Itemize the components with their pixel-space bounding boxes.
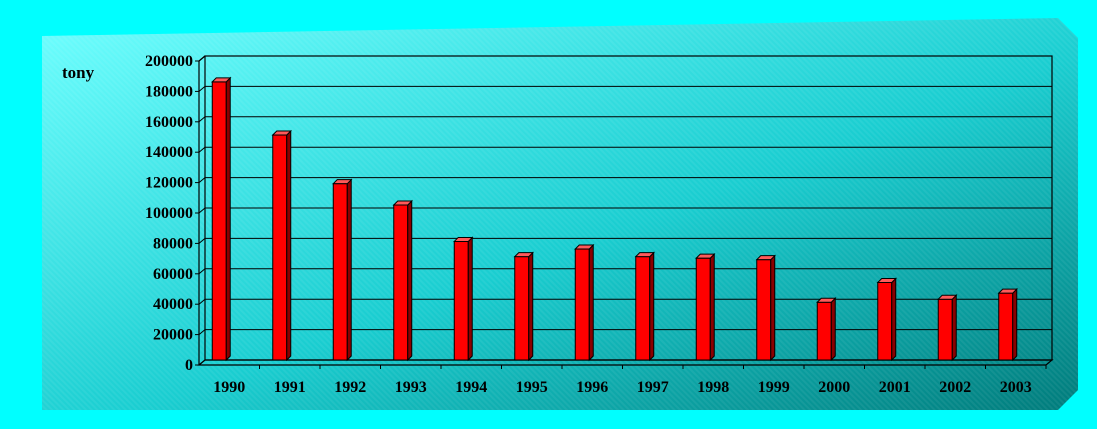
bar-side	[467, 236, 473, 362]
bar-front	[393, 204, 409, 361]
bar-side	[346, 178, 352, 362]
bar-side	[588, 243, 594, 362]
bar-top	[392, 200, 413, 206]
bar-front	[272, 134, 288, 361]
x-tick-label: 1991	[274, 379, 306, 396]
bar-front	[514, 256, 530, 361]
bar-top	[876, 277, 897, 283]
x-tick-label: 2000	[818, 379, 850, 396]
bar-top	[513, 252, 534, 258]
bar	[937, 293, 958, 362]
bar-top	[937, 294, 958, 300]
gridline-side	[198, 146, 206, 153]
x-tick-label: 1994	[455, 379, 487, 396]
bar-side	[286, 129, 292, 362]
bar-top	[453, 236, 474, 242]
chart-panel-texture	[42, 18, 1078, 410]
y-tick-label: 40000	[153, 296, 193, 313]
bar-side	[709, 252, 715, 362]
bar	[211, 76, 232, 362]
bar-top	[211, 77, 232, 83]
gridline-side	[198, 86, 206, 92]
bar-front	[816, 301, 832, 361]
gridline-side	[198, 268, 206, 275]
x-tick-label: 1993	[395, 379, 427, 396]
bar-top	[816, 297, 837, 303]
gridline-side	[198, 207, 206, 214]
bar-top	[332, 179, 353, 185]
x-tick-labels: 1990 1991 1992 1993 1994 1995 1996 1997 1998 1999…	[213, 365, 1047, 396]
bar-top	[755, 255, 776, 261]
y-tick-label: 120000	[145, 175, 193, 192]
bar	[453, 236, 474, 362]
y-tick-label: 60000	[153, 266, 193, 283]
bar-front	[635, 256, 651, 361]
y-axis-label: tony	[62, 63, 95, 82]
y-tick-label: 140000	[145, 144, 193, 161]
bar-top	[634, 252, 655, 258]
bar-top	[271, 130, 292, 136]
bar-front	[453, 240, 469, 361]
y-tick-label: 80000	[153, 235, 193, 252]
bar	[997, 287, 1018, 362]
gridline-side	[198, 238, 206, 244]
x-tick-label: 1997	[637, 379, 669, 396]
x-tick-label: 1995	[516, 379, 548, 396]
bar-side	[830, 297, 836, 362]
bar-side	[528, 251, 534, 362]
bar-front	[695, 257, 711, 361]
bar-top	[695, 253, 716, 259]
bar	[876, 277, 897, 362]
gridline-side	[198, 298, 206, 305]
y-tick-label: 180000	[145, 83, 193, 100]
gridline-side	[198, 55, 206, 62]
bar-front	[574, 248, 590, 361]
bar-top	[997, 288, 1018, 294]
bars	[211, 76, 1018, 362]
x-tick-label: 1990	[213, 379, 245, 396]
bar-side	[1012, 287, 1018, 362]
x-tick-label: 2002	[939, 379, 971, 396]
y-tick-label: 200000	[145, 53, 193, 70]
bar-side	[951, 293, 957, 362]
bar	[634, 251, 655, 362]
y-tick-label: 0	[185, 357, 193, 374]
bar	[392, 199, 413, 362]
gridline-side	[198, 116, 206, 123]
bar-top	[574, 244, 595, 250]
y-tick-label: 100000	[145, 205, 193, 222]
bar	[271, 129, 292, 362]
bar-front	[937, 298, 953, 361]
bar	[513, 251, 534, 362]
bar-side	[649, 251, 655, 362]
bar-front	[211, 81, 227, 361]
bar	[695, 252, 716, 362]
x-tick-label: 1996	[576, 379, 608, 396]
y-tick-label: 160000	[145, 114, 193, 131]
x-tick-label: 1999	[758, 379, 790, 396]
gridline-side	[198, 359, 206, 366]
bar-front	[998, 292, 1014, 361]
x-tick-label: 2001	[879, 379, 911, 396]
bar-front	[332, 183, 348, 361]
x-tick-label: 2003	[1000, 379, 1032, 396]
bar	[574, 243, 595, 362]
gridline-side	[198, 177, 206, 183]
bar-side	[225, 76, 231, 362]
x-tick-label: 1998	[697, 379, 729, 396]
bar	[332, 178, 353, 362]
y-tick-label: 20000	[153, 327, 193, 344]
y-tick-labels: 0 20000 40000 60000 80000 100000 120000 140000 1…	[145, 53, 193, 374]
bar	[816, 297, 837, 362]
bar-front	[756, 259, 772, 361]
bar-front	[877, 281, 893, 361]
bar-side	[891, 277, 897, 362]
bar	[755, 254, 776, 362]
x-tick-label: 1992	[334, 379, 366, 396]
bar-side	[770, 254, 776, 362]
gridline-side	[198, 329, 206, 335]
bar-side	[407, 199, 413, 362]
